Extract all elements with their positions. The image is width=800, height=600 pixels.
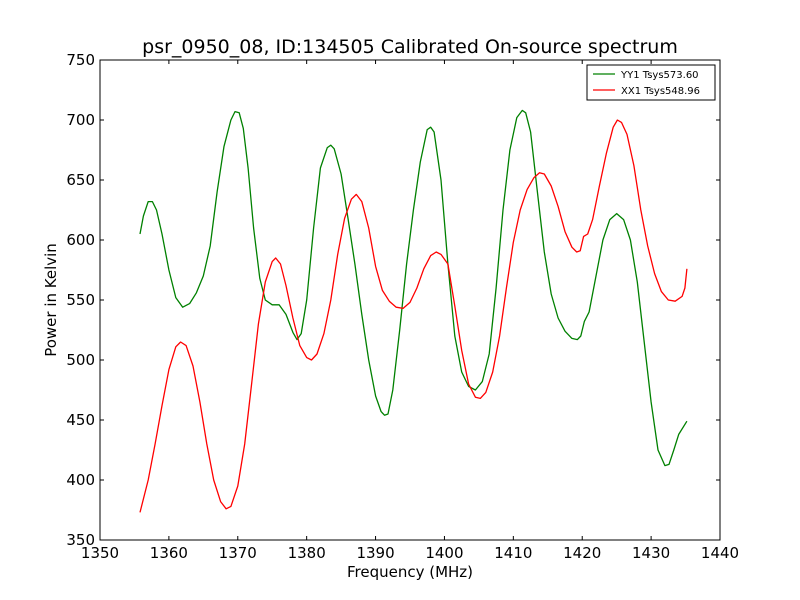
- x-tick-label: 1390: [356, 544, 394, 562]
- x-tick-label: 1430: [632, 544, 670, 562]
- plot-frame: [99, 59, 721, 541]
- y-axis-label: Power in Kelvin: [42, 243, 60, 357]
- x-tick-label: 1360: [150, 544, 188, 562]
- legend-label-0: YY1 Tsys573.60: [620, 70, 699, 81]
- plot-series: [139, 109, 688, 513]
- x-tick-label: 1420: [563, 544, 601, 562]
- y-tick-label: 600: [66, 231, 95, 249]
- y-axis-ticks: 350 400 450 500 550 600 650 700 750: [66, 51, 720, 549]
- x-tick-label: 1370: [219, 544, 257, 562]
- series-line-0: [139, 109, 688, 467]
- y-tick-label: 450: [66, 411, 95, 429]
- y-tick-label: 400: [66, 471, 95, 489]
- x-axis-label: Frequency (MHz): [347, 563, 473, 581]
- y-tick-label: 350: [66, 531, 95, 549]
- x-axis-ticks: 1350 1360 1370 1380 1390 1400 1410 1420 1430 1440: [81, 60, 739, 562]
- legend-box: [586, 64, 716, 101]
- y-tick-label: 750: [66, 51, 95, 69]
- chart-title: psr_0950_08, ID:134505 Calibrated On-sou…: [142, 36, 678, 58]
- y-tick-label: 550: [66, 291, 95, 309]
- legend: YY1 Tsys573.60 XX1 Tsys548.96: [586, 64, 716, 101]
- x-tick-label: 1410: [494, 544, 532, 562]
- x-tick-label: 1400: [425, 544, 463, 562]
- x-tick-label: 1440: [701, 544, 739, 562]
- y-tick-label: 700: [66, 111, 95, 129]
- series-line-1: [139, 119, 688, 513]
- y-tick-label: 650: [66, 171, 95, 189]
- y-tick-label: 500: [66, 351, 95, 369]
- x-tick-label: 1350: [81, 544, 119, 562]
- legend-label-1: XX1 Tsys548.96: [621, 86, 700, 97]
- x-tick-label: 1380: [288, 544, 326, 562]
